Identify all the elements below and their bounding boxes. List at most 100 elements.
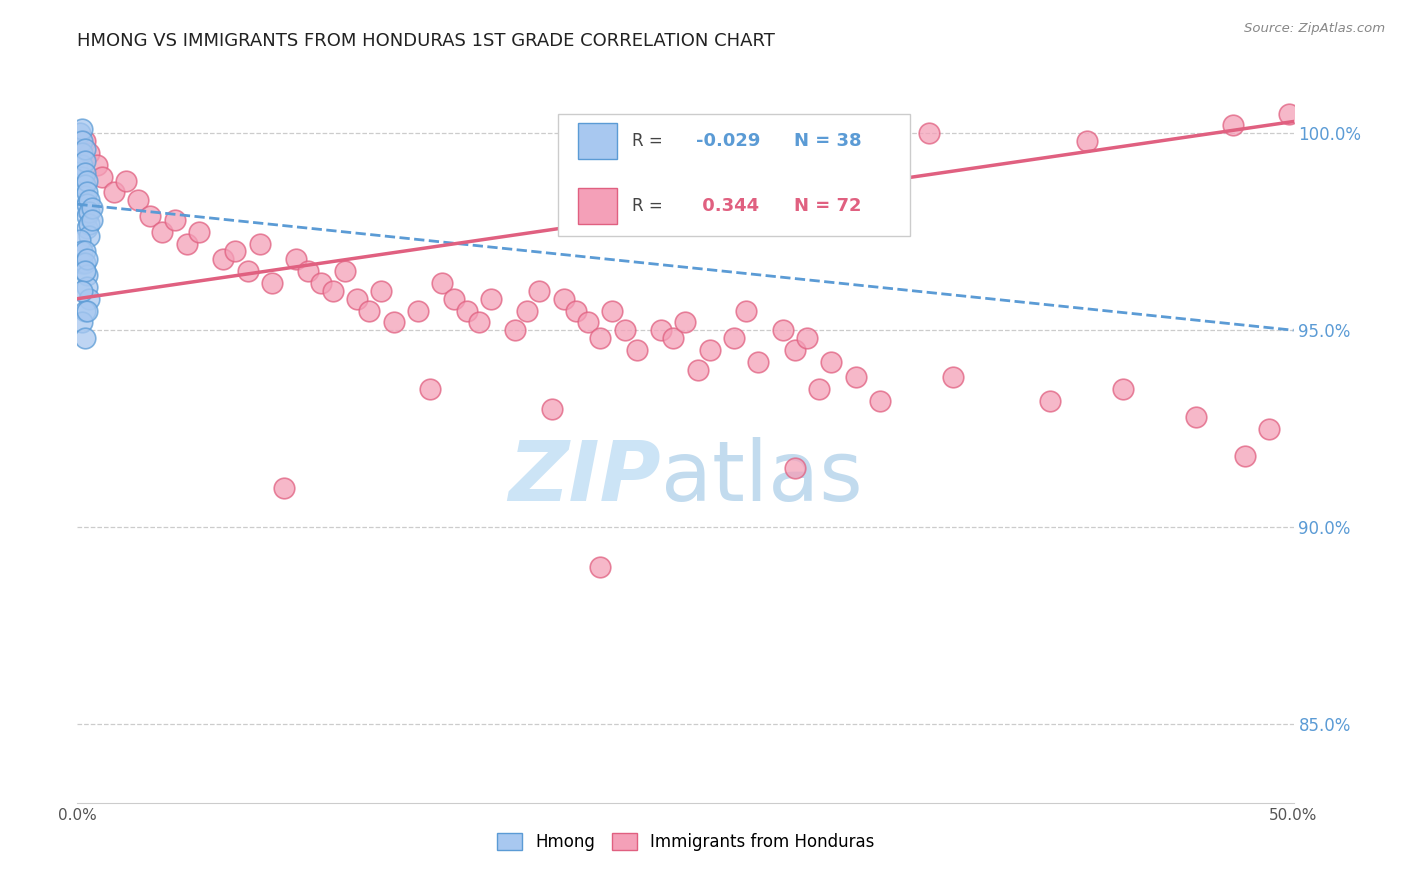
Point [602, 303, 624, 318]
Point [1233, 449, 1256, 463]
Point [73, 166, 96, 180]
Point [747, 355, 769, 369]
Point [224, 244, 246, 259]
Point [918, 126, 941, 140]
Point [359, 303, 381, 318]
Point [772, 323, 794, 337]
Point [443, 292, 465, 306]
Point [589, 559, 612, 574]
Point [76, 252, 98, 267]
Point [382, 315, 405, 329]
Point [309, 276, 332, 290]
Point [76, 173, 98, 187]
Point [73, 201, 96, 215]
Point [79, 228, 101, 243]
Point [1222, 119, 1244, 133]
Point [163, 213, 186, 227]
Point [70, 122, 93, 136]
Point [808, 382, 831, 396]
Point [626, 343, 648, 357]
Point [139, 209, 162, 223]
Point [576, 315, 599, 329]
Point [1258, 422, 1281, 436]
Point [723, 331, 745, 345]
Point [73, 153, 96, 168]
Point [86, 158, 108, 172]
Point [70, 244, 93, 259]
Point [565, 303, 588, 318]
Point [73, 264, 96, 278]
Text: HMONG VS IMMIGRANTS FROM HONDURAS 1ST GRADE CORRELATION CHART: HMONG VS IMMIGRANTS FROM HONDURAS 1ST GR… [77, 32, 775, 50]
Point [79, 146, 101, 161]
Point [73, 331, 96, 345]
FancyBboxPatch shape [558, 114, 911, 236]
Point [1278, 106, 1301, 120]
Point [1039, 394, 1062, 409]
FancyBboxPatch shape [578, 188, 617, 224]
Point [1185, 409, 1208, 424]
Legend: Hmong, Immigrants from Honduras: Hmong, Immigrants from Honduras [489, 826, 882, 857]
Point [503, 323, 526, 337]
Point [80, 201, 103, 215]
Text: N = 72: N = 72 [793, 197, 860, 215]
Point [79, 194, 101, 208]
Text: R =: R = [631, 197, 662, 215]
Point [76, 220, 98, 235]
Point [79, 217, 101, 231]
Point [70, 256, 93, 270]
Point [73, 256, 96, 270]
Point [273, 481, 295, 495]
Point [467, 315, 489, 329]
Point [80, 213, 103, 227]
Point [516, 303, 538, 318]
Point [662, 331, 685, 345]
Point [783, 461, 806, 475]
Point [346, 292, 368, 306]
Point [70, 284, 93, 298]
Point [115, 173, 138, 187]
Point [783, 343, 806, 357]
Point [73, 134, 96, 148]
Point [152, 225, 174, 239]
Point [419, 382, 441, 396]
Point [76, 268, 98, 282]
Point [76, 209, 98, 223]
Point [73, 142, 96, 156]
Point [127, 194, 149, 208]
Point [212, 252, 235, 267]
Point [540, 402, 562, 417]
Text: ZIP: ZIP [509, 436, 661, 517]
Point [73, 178, 96, 192]
Point [869, 394, 891, 409]
Point [70, 158, 93, 172]
Point [76, 186, 98, 200]
Point [1112, 382, 1135, 396]
Point [236, 264, 259, 278]
Point [70, 146, 93, 161]
Point [430, 276, 453, 290]
FancyBboxPatch shape [578, 123, 617, 159]
Point [942, 370, 965, 384]
Text: -0.029: -0.029 [696, 132, 761, 150]
Point [103, 186, 125, 200]
Point [70, 315, 93, 329]
Text: N = 38: N = 38 [793, 132, 862, 150]
Point [796, 331, 818, 345]
Point [76, 197, 98, 211]
Point [675, 315, 697, 329]
Point [69, 126, 91, 140]
Point [73, 244, 96, 259]
Point [70, 134, 93, 148]
Text: atlas: atlas [661, 436, 863, 517]
Point [70, 169, 93, 184]
Point [188, 225, 211, 239]
Point [699, 343, 721, 357]
Point [613, 323, 636, 337]
Point [479, 292, 502, 306]
Point [456, 303, 478, 318]
Point [73, 303, 96, 318]
Point [297, 264, 319, 278]
Point [650, 323, 672, 337]
Text: R =: R = [631, 132, 662, 150]
Point [529, 284, 551, 298]
